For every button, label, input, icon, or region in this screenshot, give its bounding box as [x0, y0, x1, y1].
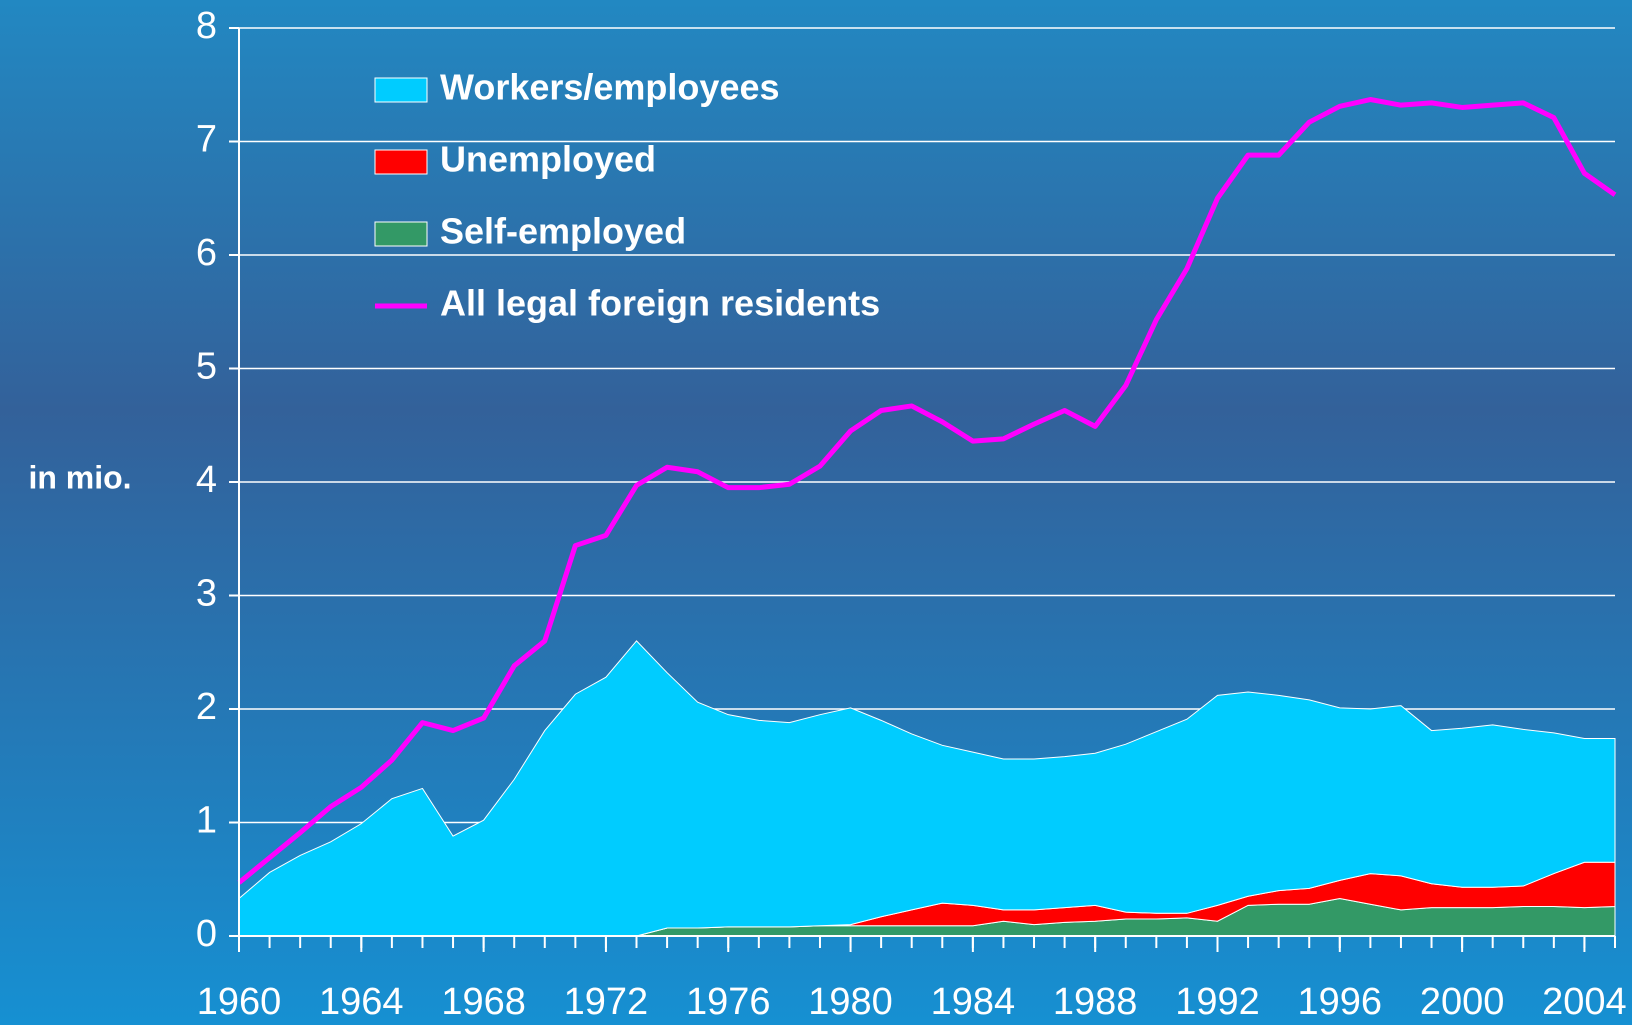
legend-swatch: [374, 221, 428, 247]
x-tick-label: 1992: [1175, 981, 1260, 1023]
legend-swatch: [374, 149, 428, 175]
legend-swatch: [374, 77, 428, 103]
x-tick-label: 1968: [441, 981, 526, 1023]
line: [237, 97, 1617, 885]
y-tick-label: 0: [196, 913, 217, 955]
y-axis-label: in mio.: [28, 459, 131, 495]
y-tick-label: 3: [196, 573, 217, 615]
x-tick-label: 1960: [197, 981, 282, 1023]
x-tick-label: 1996: [1298, 981, 1383, 1023]
y-tick-label: 7: [196, 119, 217, 161]
legend-label: All legal foreign residents: [440, 283, 880, 324]
x-tick-label: 1972: [564, 981, 649, 1023]
x-tick-label: 1964: [319, 981, 404, 1023]
y-tick-label: 4: [196, 459, 217, 501]
y-tick-label: 1: [196, 800, 217, 842]
x-tick-label: 1980: [808, 981, 893, 1023]
legend-label: Workers/employees: [440, 67, 780, 108]
x-tick-label: 2004: [1542, 981, 1627, 1023]
area: [238, 640, 1616, 937]
x-tick-label: 1976: [686, 981, 771, 1023]
legend-label: Unemployed: [440, 139, 656, 180]
y-tick-label: 2: [196, 686, 217, 728]
x-tick-label: 1988: [1053, 981, 1138, 1023]
y-tick-label: 8: [196, 5, 217, 47]
x-tick-label: 1984: [931, 981, 1016, 1023]
y-tick-label: 5: [196, 346, 217, 388]
legend-label: Self-employed: [440, 211, 686, 252]
y-tick-label: 6: [196, 232, 217, 274]
x-tick-label: 2000: [1420, 981, 1505, 1023]
